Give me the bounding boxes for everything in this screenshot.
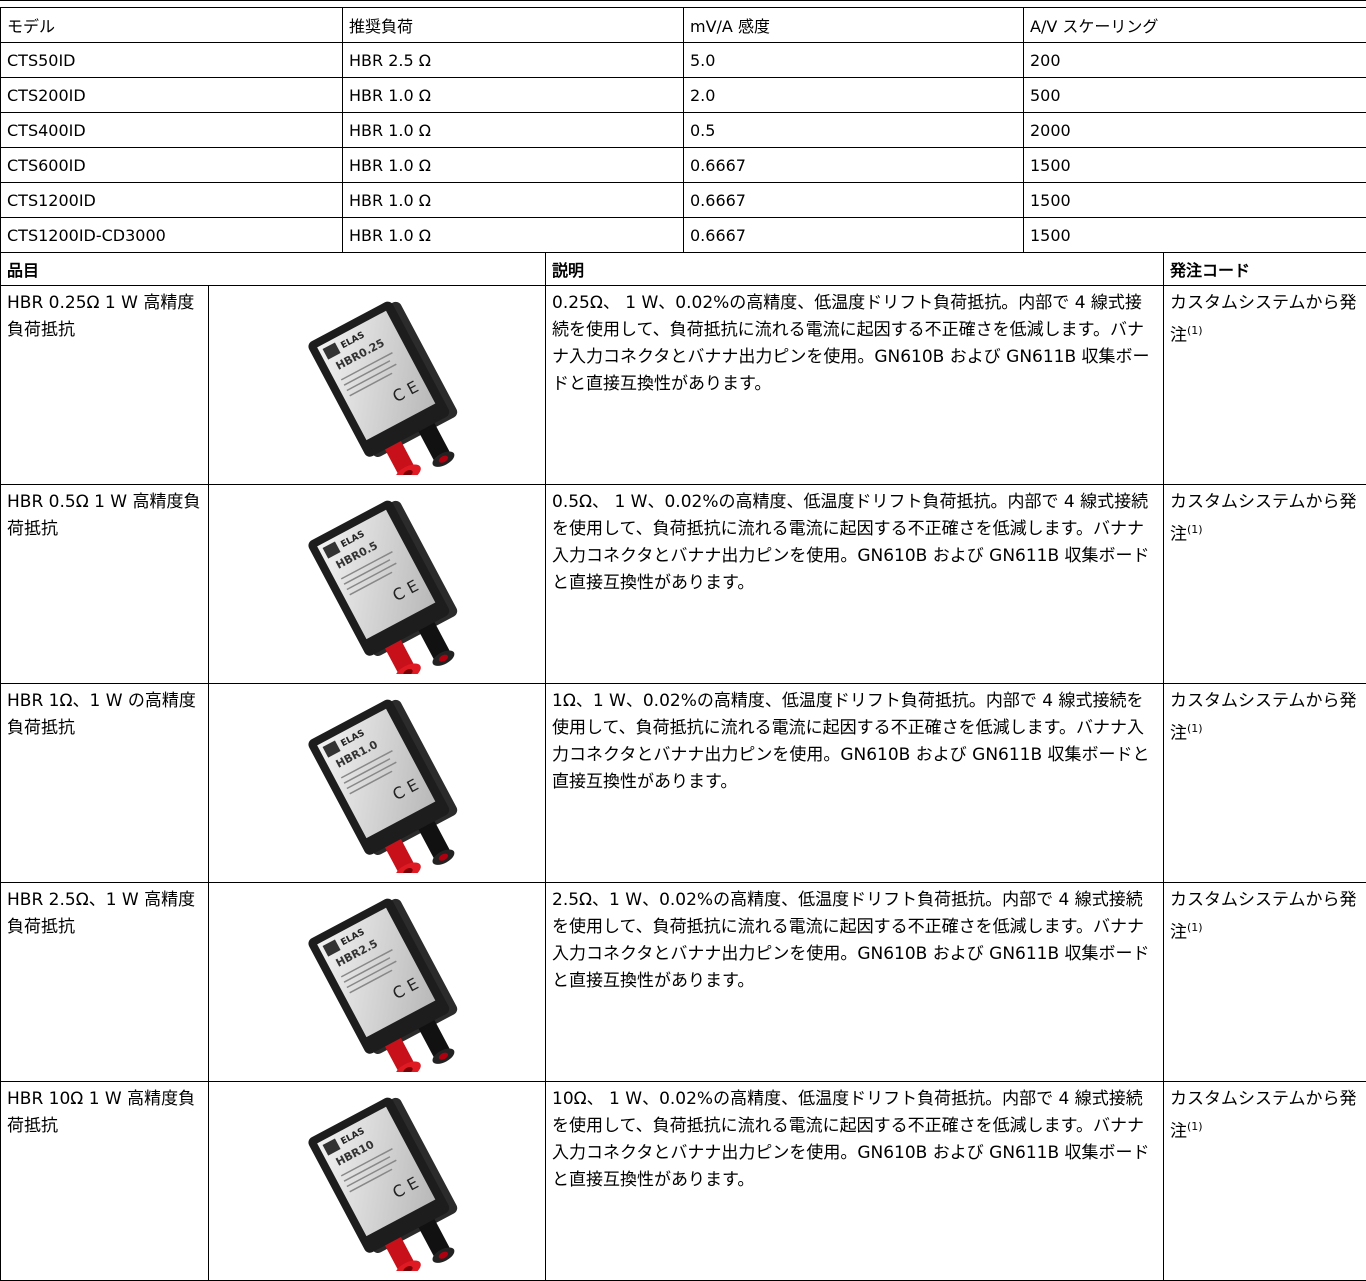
table-cell: 0.5 xyxy=(684,113,1024,148)
header-cell: 説明 xyxy=(546,253,1164,286)
header-cell: 品目 xyxy=(1,253,546,286)
order-code: カスタムシステムから発注 xyxy=(1170,492,1357,545)
order-cell: カスタムシステムから発注(1) xyxy=(1164,485,1366,684)
table-cell: 1500 xyxy=(1024,148,1366,183)
table-cell: CTS1200ID xyxy=(1,183,343,218)
table-cell: 2.0 xyxy=(684,78,1024,113)
table-cell: HBR 1.0 Ω xyxy=(343,183,684,218)
table-cell: CTS50ID xyxy=(1,43,343,78)
table-cell: 0.6667 xyxy=(684,148,1024,183)
description-cell: 0.25Ω、 1 W、0.02%の高精度、低温度ドリフト負荷抵抗。内部で 4 線… xyxy=(546,286,1164,485)
description-cell: 2.5Ω、1 W、0.02%の高精度、低温度ドリフト負荷抵抗。内部で 4 線式接… xyxy=(546,883,1164,1082)
item-cell: HBR 0.25Ω 1 W 高精度負荷抵抗 xyxy=(1,286,209,485)
table-cell: HBR 1.0 Ω xyxy=(343,148,684,183)
product-row: HBR 0.25Ω 1 W 高精度負荷抵抗 ELAS HBR0.25 C E 0… xyxy=(1,286,1366,485)
order-cell: カスタムシステムから発注(1) xyxy=(1164,684,1366,883)
table-cell: 1500 xyxy=(1024,218,1366,253)
order-cell: カスタムシステムから発注(1) xyxy=(1164,286,1366,485)
order-code: カスタムシステムから発注 xyxy=(1170,1089,1357,1142)
footnote-ref: (1) xyxy=(1187,324,1203,337)
header-cell: モデル xyxy=(1,8,343,43)
table-cell: 0.6667 xyxy=(684,218,1024,253)
table-cell: CTS600ID xyxy=(1,148,343,183)
header-cell: mV/A 感度 xyxy=(684,8,1024,43)
table-cell: HBR 1.0 Ω xyxy=(343,218,684,253)
order-code: カスタムシステムから発注 xyxy=(1170,293,1357,346)
table-cell: 500 xyxy=(1024,78,1366,113)
footnote-ref: (1) xyxy=(1187,523,1203,536)
image-cell: ELAS HBR1.0 C E xyxy=(209,684,546,883)
image-cell: ELAS HBR0.25 C E xyxy=(209,286,546,485)
table-cell: CTS200ID xyxy=(1,78,343,113)
header-cell: 推奨負荷 xyxy=(343,8,684,43)
product-image: ELAS HBR2.5 C E xyxy=(267,887,487,1072)
footnote-ref: (1) xyxy=(1187,1120,1203,1133)
item-cell: HBR 0.5Ω 1 W 高精度負荷抵抗 xyxy=(1,485,209,684)
footnote-ref: (1) xyxy=(1187,921,1203,934)
previous-table-edge xyxy=(0,0,1366,7)
product-image: ELAS HBR0.5 C E xyxy=(267,489,487,674)
order-cell: カスタムシステムから発注(1) xyxy=(1164,883,1366,1082)
item-cell: HBR 2.5Ω、1 W 高精度負荷抵抗 xyxy=(1,883,209,1082)
product-image: ELAS HBR1.0 C E xyxy=(267,688,487,873)
footnote-ref: (1) xyxy=(1187,722,1203,735)
item-cell: HBR 1Ω、1 W の高精度負荷抵抗 xyxy=(1,684,209,883)
table-cell: 5.0 xyxy=(684,43,1024,78)
table-cell: 2000 xyxy=(1024,113,1366,148)
header-cell: 発注コード xyxy=(1164,253,1366,286)
product-image: ELAS HBR0.25 C E xyxy=(267,290,487,475)
header-row: 品目説明発注コード xyxy=(1,253,1366,286)
image-cell: ELAS HBR2.5 C E xyxy=(209,883,546,1082)
product-row: HBR 2.5Ω、1 W 高精度負荷抵抗 ELAS HBR2.5 C E 2.5… xyxy=(1,883,1366,1082)
product-row: HBR 1Ω、1 W の高精度負荷抵抗 ELAS HBR1.0 C E 1Ω、1… xyxy=(1,684,1366,883)
product-row: HBR 0.5Ω 1 W 高精度負荷抵抗 ELAS HBR0.5 C E 0.5… xyxy=(1,485,1366,684)
image-cell: ELAS HBR0.5 C E xyxy=(209,485,546,684)
table-cell: HBR 2.5 Ω xyxy=(343,43,684,78)
description-cell: 0.5Ω、 1 W、0.02%の高精度、低温度ドリフト負荷抵抗。内部で 4 線式… xyxy=(546,485,1164,684)
description-cell: 1Ω、1 W、0.02%の高精度、低温度ドリフト負荷抵抗。内部で 4 線式接続を… xyxy=(546,684,1164,883)
table-cell: CTS1200ID-CD3000 xyxy=(1,218,343,253)
table-cell: 0.6667 xyxy=(684,183,1024,218)
header-cell: A/V スケーリング xyxy=(1024,8,1366,43)
product-image: ELAS HBR10 C E xyxy=(267,1086,487,1271)
table-cell: HBR 1.0 Ω xyxy=(343,113,684,148)
table-cell: 200 xyxy=(1024,43,1366,78)
order-code: カスタムシステムから発注 xyxy=(1170,691,1357,744)
order-code: カスタムシステムから発注 xyxy=(1170,890,1357,943)
table-cell: CTS400ID xyxy=(1,113,343,148)
table-cell: 1500 xyxy=(1024,183,1366,218)
table-cell: HBR 1.0 Ω xyxy=(343,78,684,113)
